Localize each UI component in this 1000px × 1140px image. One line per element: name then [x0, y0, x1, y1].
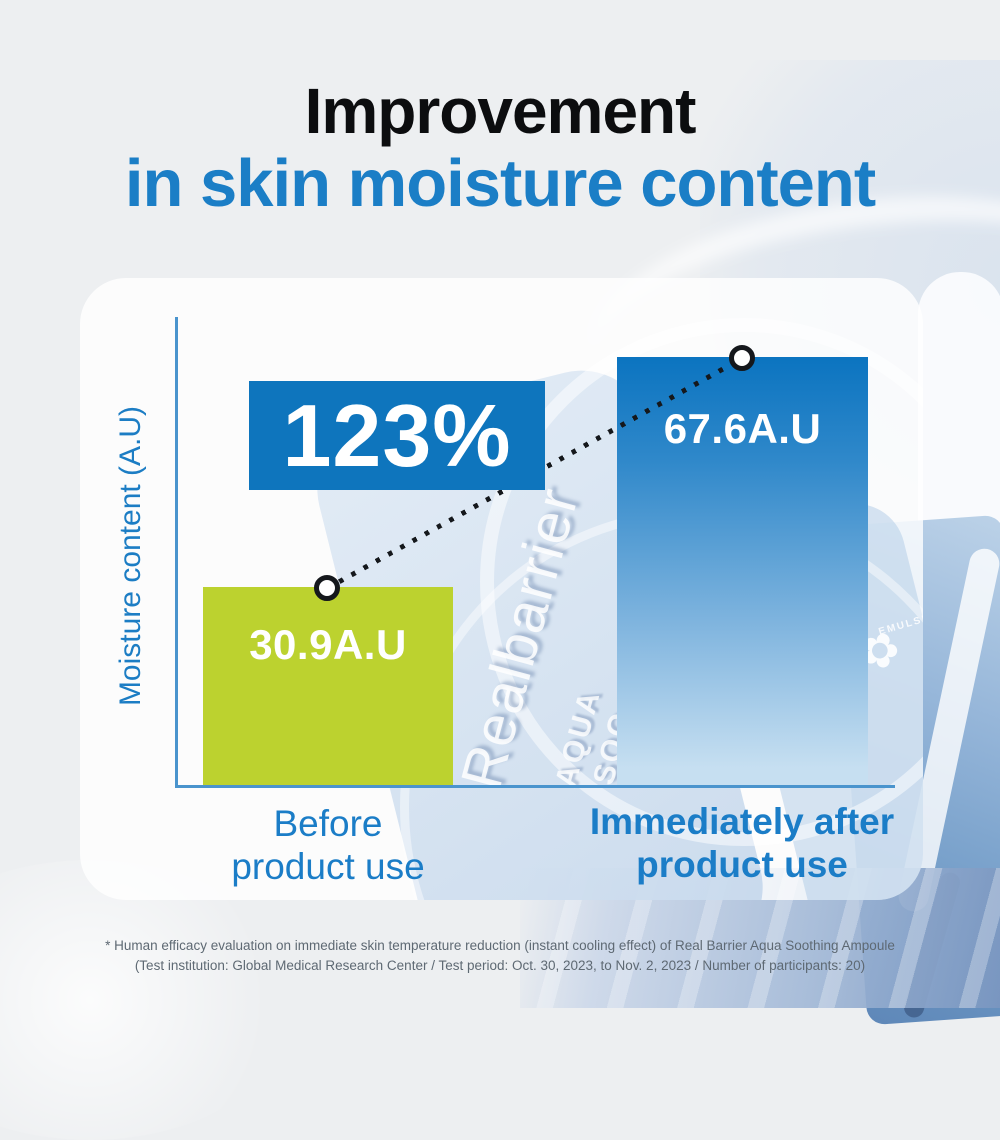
x-category-after-line2: product use: [636, 844, 848, 886]
bar-before-product-use: 30.9A.U: [203, 587, 453, 785]
bar-chart: Moisture content (A.U) 30.9A.U 67.6A.U 1…: [80, 278, 923, 900]
infographic-page: { "title": { "line1": "Improvement", "li…: [0, 60, 1000, 1140]
footnote-line-2: (Test institution: Global Medical Resear…: [134, 958, 866, 974]
background-bottom-left-glow: [0, 860, 300, 1140]
bar-value-label: 67.6A.U: [663, 405, 822, 452]
title-line-2: in skin moisture content: [124, 146, 876, 222]
title-line-1: Improvement: [304, 75, 697, 147]
y-axis-label: Moisture content (A.U): [114, 405, 147, 707]
data-point-marker-after: [729, 345, 755, 371]
x-category-before: Before product use: [178, 802, 478, 889]
x-category-after-line1: Immediately after: [589, 801, 895, 842]
x-axis-line: [175, 785, 895, 788]
x-category-before-line1: Before: [273, 803, 383, 844]
data-point-marker-before: [314, 575, 340, 601]
footnote-line-1: * Human efficacy evaluation on immediate…: [105, 938, 895, 953]
improvement-badge: 123%: [249, 381, 545, 490]
bar-immediately-after-product-use: 67.6A.U: [617, 357, 868, 785]
page-title: Improvement in skin moisture content: [0, 76, 1000, 221]
x-category-before-line2: product use: [231, 846, 425, 888]
y-axis-line: [175, 317, 178, 788]
improvement-percentage: 123%: [282, 385, 512, 485]
bar-value-label: 30.9A.U: [249, 621, 407, 668]
footnote: * Human efficacy evaluation on immediate…: [0, 936, 1000, 977]
x-category-after: Immediately after product use: [562, 800, 922, 887]
